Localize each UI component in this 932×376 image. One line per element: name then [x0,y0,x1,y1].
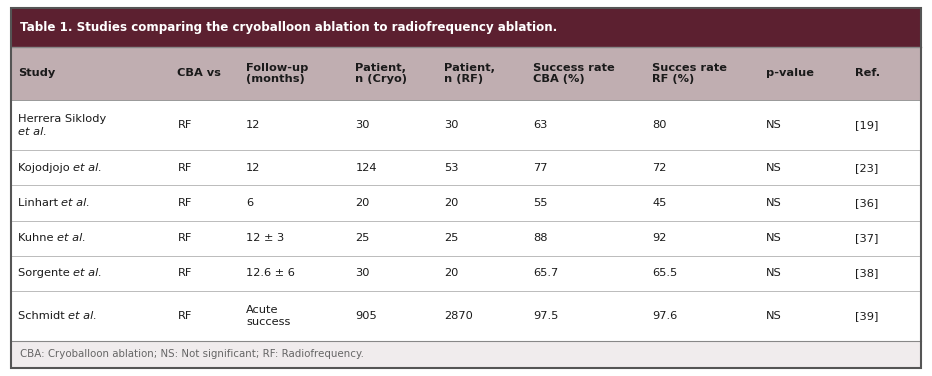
Text: [19]: [19] [855,120,878,130]
Text: 97.5: 97.5 [533,311,558,321]
Text: 12: 12 [246,120,261,130]
Text: et al.: et al. [62,198,90,208]
Text: [38]: [38] [855,268,878,278]
Text: 80: 80 [652,120,667,130]
Text: 30: 30 [355,120,370,130]
Text: 20: 20 [445,268,459,278]
Text: 20: 20 [355,198,370,208]
Text: 63: 63 [533,120,547,130]
Text: 65.7: 65.7 [533,268,558,278]
Text: Schmidt: Schmidt [18,311,68,321]
Text: NS: NS [765,268,781,278]
Text: 25: 25 [355,233,370,243]
Text: Kuhne: Kuhne [18,233,57,243]
Text: 72: 72 [652,163,666,173]
Text: 124: 124 [355,163,377,173]
Text: 2870: 2870 [445,311,473,321]
Text: NS: NS [765,120,781,130]
Text: RF: RF [177,233,192,243]
Text: RF: RF [177,120,192,130]
Text: et al.: et al. [68,311,97,321]
Text: et al.: et al. [57,233,86,243]
Text: et al.: et al. [18,127,47,137]
Text: 12.6 ± 6: 12.6 ± 6 [246,268,295,278]
Text: CBA vs: CBA vs [177,68,221,79]
Text: 12: 12 [246,163,261,173]
Text: Succes rate
RF (%): Succes rate RF (%) [652,63,728,84]
Text: 88: 88 [533,233,548,243]
Bar [11,341,921,368]
Text: NS: NS [765,311,781,321]
Text: 905: 905 [355,311,377,321]
Text: Success rate
CBA (%): Success rate CBA (%) [533,63,615,84]
Text: NS: NS [765,163,781,173]
Text: Patient,
n (Cryo): Patient, n (Cryo) [355,63,407,84]
Text: [23]: [23] [855,163,878,173]
Text: Linhart: Linhart [18,198,62,208]
Text: 30: 30 [445,120,459,130]
Text: Study: Study [18,68,55,79]
Text: 77: 77 [533,163,548,173]
Bar [11,47,921,100]
Text: 12 ± 3: 12 ± 3 [246,233,284,243]
Text: p-value: p-value [765,68,814,79]
Text: Herrera Siklody: Herrera Siklody [18,114,106,124]
Text: [36]: [36] [855,198,878,208]
Text: Follow-up
(months): Follow-up (months) [246,63,308,84]
Text: Table 1. Studies comparing the cryoballoon ablation to radiofrequency ablation.: Table 1. Studies comparing the cryoballo… [20,21,556,34]
Text: et al.: et al. [73,268,102,278]
Text: Sorgente: Sorgente [18,268,73,278]
Text: CBA: Cryoballoon ablation; NS: Not significant; RF: Radiofrequency.: CBA: Cryoballoon ablation; NS: Not signi… [20,349,363,359]
Text: 97.6: 97.6 [652,311,678,321]
Text: Patient,
n (RF): Patient, n (RF) [445,63,495,84]
Text: 20: 20 [445,198,459,208]
Text: 6: 6 [246,198,254,208]
Text: [37]: [37] [855,233,878,243]
Text: Kojodjojo: Kojodjojo [18,163,73,173]
Bar [11,221,921,256]
Text: 55: 55 [533,198,548,208]
Text: 53: 53 [445,163,459,173]
Text: RF: RF [177,198,192,208]
Text: RF: RF [177,311,192,321]
Bar [11,100,921,150]
Text: 92: 92 [652,233,666,243]
Bar [11,256,921,291]
Text: RF: RF [177,163,192,173]
Text: Ref.: Ref. [855,68,880,79]
Text: RF: RF [177,268,192,278]
Text: NS: NS [765,198,781,208]
Text: NS: NS [765,233,781,243]
Bar [11,185,921,221]
Bar [11,8,921,47]
Text: Acute
success: Acute success [246,305,291,327]
Text: et al.: et al. [73,163,102,173]
Bar [11,150,921,185]
Text: [39]: [39] [855,311,878,321]
Text: 45: 45 [652,198,666,208]
Text: 65.5: 65.5 [652,268,678,278]
Text: 25: 25 [445,233,459,243]
Text: 30: 30 [355,268,370,278]
Bar [11,291,921,341]
